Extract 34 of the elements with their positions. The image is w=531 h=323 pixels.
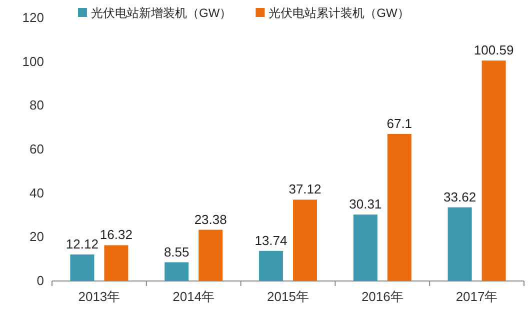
x-tick-label: 2013年 [78,289,120,304]
bar [387,134,412,281]
data-label: 37.12 [288,182,322,197]
bar [198,230,223,281]
y-tick-label: 80 [30,98,44,113]
bar [104,245,128,281]
x-tick-label: 2017年 [456,289,498,304]
y-tick-label: 100 [22,54,44,69]
data-label: 30.31 [349,196,382,212]
data-label: 100.59 [474,42,514,58]
data-label: 23.38 [194,212,227,227]
data-label: 13.74 [254,232,288,248]
y-tick-label: 120 [22,10,44,25]
data-label: 12.12 [66,236,98,252]
bar [70,254,94,281]
bar [293,200,317,281]
data-label: 33.62 [444,189,476,204]
y-tick-label: 40 [30,185,44,200]
bar [353,214,378,281]
legend-label: 光伏电站累计装机（GW） [268,6,410,20]
bar [259,250,283,281]
y-tick-label: 60 [30,142,44,156]
bar [448,207,472,281]
data-label: 67.1 [386,116,412,131]
y-tick-label: 0 [36,273,44,288]
y-tick-label: 20 [30,229,44,244]
x-tick-label: 2016年 [361,289,404,304]
legend-label: 光伏电站新增装机（GW） [91,6,232,20]
x-tick-label: 2015年 [267,289,309,304]
bar [482,60,506,281]
x-tick-label: 2014年 [172,289,215,304]
data-label: 8.55 [164,244,190,260]
bar [164,262,189,281]
data-label: 16.32 [100,227,132,242]
